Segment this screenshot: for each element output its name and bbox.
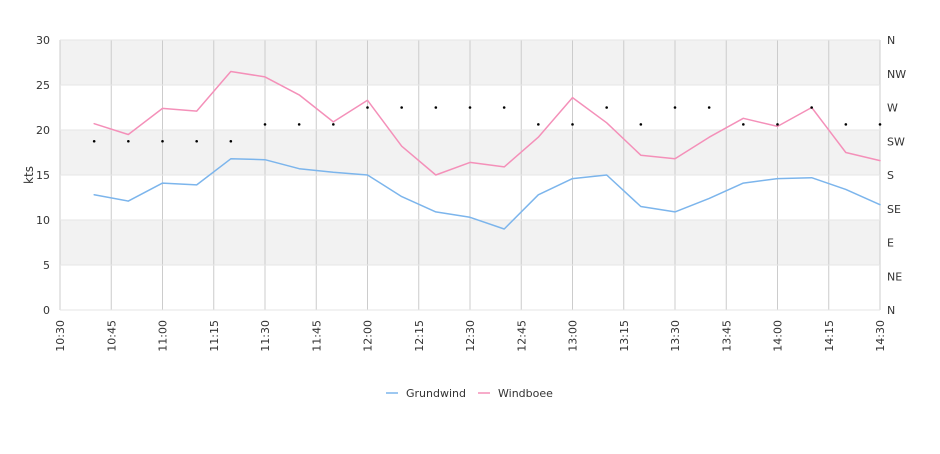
x-tick-label: 12:30	[464, 320, 477, 352]
y-axis-label: kts	[22, 166, 36, 184]
direction-dot	[434, 106, 438, 109]
x-tick-label: 10:30	[54, 320, 67, 352]
direction-dot	[605, 106, 608, 109]
direction-dot	[400, 106, 403, 109]
direction-dot	[127, 139, 130, 143]
x-tick-label: 14:30	[874, 320, 887, 352]
x-tick-label: 12:15	[413, 320, 426, 352]
direction-dot	[878, 123, 882, 126]
legend: Grundwind Windboee	[386, 387, 553, 400]
y-tick-label: 10	[36, 214, 50, 227]
x-tick-label: 13:00	[567, 320, 580, 352]
x-tick-label: 11:00	[157, 320, 170, 352]
series-layer	[93, 70, 881, 230]
x-tick-label: 14:00	[772, 320, 785, 352]
direction-tick-label: SW	[887, 135, 905, 148]
direction-tick-label: S	[887, 169, 894, 182]
x-tick-label: 11:45	[310, 320, 323, 352]
direction-dot	[707, 106, 711, 109]
legend-item-grundwind[interactable]: Grundwind	[406, 387, 466, 400]
y-tick-label: 15	[36, 169, 50, 182]
direction-tick-label: W	[887, 102, 898, 115]
direction-dot	[639, 123, 643, 126]
y-tick-label: 0	[43, 304, 50, 317]
x-tick-label: 13:30	[669, 320, 682, 352]
x-axis-tick-labels: 10:30 10:45 11:00 11:15 11:30 11:45 12:00 12:15…	[54, 320, 887, 352]
direction-tick-label: NW	[887, 68, 906, 81]
direction-tick-label: E	[887, 237, 894, 250]
direction-dot	[263, 123, 267, 126]
series-line-windboee	[93, 70, 881, 176]
x-tick-label: 11:30	[259, 320, 272, 352]
direction-tick-label: N	[887, 304, 895, 317]
y-tick-label: 5	[43, 259, 50, 272]
direction-dot	[742, 123, 745, 126]
direction-dot	[229, 139, 233, 143]
direction-tick-label: SE	[887, 203, 901, 216]
direction-dot	[366, 106, 369, 109]
direction-dot	[673, 106, 677, 109]
direction-dot	[844, 123, 848, 126]
y-tick-label: 25	[36, 79, 50, 92]
y-tick-label: 20	[36, 124, 50, 137]
direction-dot	[92, 139, 96, 143]
direction-dot	[776, 123, 779, 126]
x-tick-label: 13:45	[720, 320, 733, 352]
direction-tick-label: N	[887, 34, 895, 47]
x-tick-label: 11:15	[208, 320, 221, 352]
x-tick-label: 12:45	[515, 320, 528, 352]
x-tick-label: 14:15	[823, 320, 836, 352]
direction-axis-tick-labels: N NE E SE S SW W NW N	[887, 34, 906, 317]
x-tick-label: 12:00	[362, 320, 375, 352]
direction-dot	[502, 106, 506, 109]
direction-dot	[161, 139, 164, 143]
direction-dot	[297, 123, 301, 126]
y-tick-label: 30	[36, 34, 50, 47]
horizontal-gridlines	[60, 39, 880, 311]
direction-dot	[195, 139, 198, 143]
direction-dot	[468, 106, 472, 109]
direction-dot	[537, 123, 540, 126]
x-tick-label: 13:15	[618, 320, 631, 352]
series-line-grundwind	[93, 158, 881, 230]
direction-dot	[332, 123, 335, 126]
direction-tick-label: NE	[887, 270, 902, 283]
direction-dots	[92, 106, 882, 143]
y-axis-tick-labels: 0 5 10 15 20 25 30	[36, 34, 50, 317]
legend-item-windboee[interactable]: Windboee	[498, 387, 553, 400]
x-tick-label: 10:45	[105, 320, 118, 352]
direction-dot	[571, 123, 574, 126]
direction-dot	[810, 106, 813, 109]
